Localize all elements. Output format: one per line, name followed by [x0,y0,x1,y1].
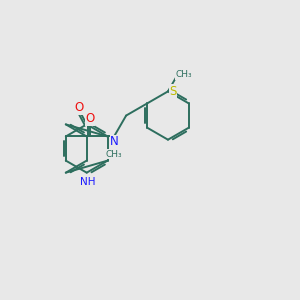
Text: S: S [169,85,177,98]
Text: NH: NH [80,177,96,187]
Text: CH₃: CH₃ [176,70,192,80]
Text: CH₃: CH₃ [106,150,122,159]
Text: N: N [110,135,119,148]
Text: O: O [85,112,94,125]
Text: O: O [74,101,83,114]
